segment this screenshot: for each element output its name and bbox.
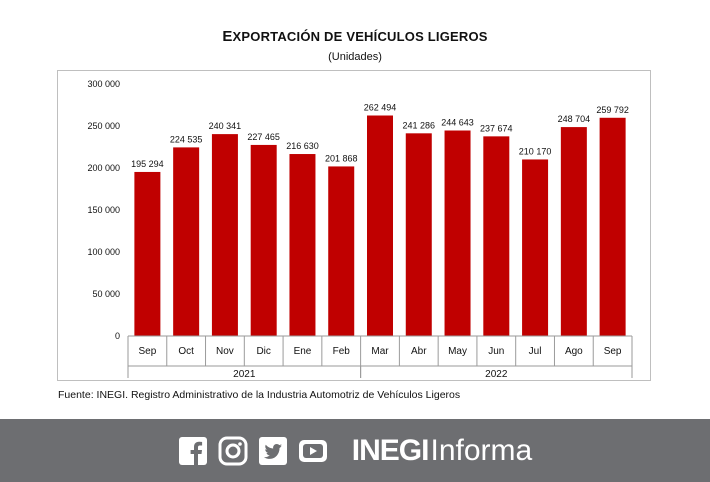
data-label: 216 630 bbox=[286, 141, 319, 151]
bar bbox=[250, 144, 277, 336]
y-tick-label: 200 000 bbox=[87, 163, 120, 173]
bar bbox=[522, 159, 549, 336]
x-tick-label: Abr bbox=[411, 346, 427, 357]
data-label: 262 494 bbox=[364, 103, 397, 113]
source-note: Fuente: INEGI. Registro Administrativo d… bbox=[58, 389, 461, 401]
bar bbox=[173, 147, 200, 336]
bar bbox=[444, 130, 471, 336]
y-tick-label: 0 bbox=[115, 331, 120, 341]
inegi-informa-logo[interactable]: INEGI Informa bbox=[351, 433, 533, 467]
chart-title: EXPORTACIÓN DE VEHÍCULOS LIGEROS bbox=[222, 28, 488, 45]
data-label: 237 674 bbox=[480, 123, 513, 133]
data-label: 248 704 bbox=[558, 114, 591, 124]
data-label: 227 465 bbox=[247, 132, 280, 142]
x-tick-label: Ago bbox=[565, 346, 583, 357]
bar bbox=[211, 134, 238, 336]
y-tick-label: 150 000 bbox=[87, 205, 120, 215]
bar bbox=[483, 136, 510, 336]
x-tick-label: May bbox=[448, 346, 467, 357]
year-label: 2022 bbox=[485, 369, 508, 380]
bar bbox=[134, 171, 161, 336]
x-tick-label: Ene bbox=[294, 346, 312, 357]
footer-bar: INEGI Informa bbox=[0, 419, 710, 482]
y-tick-label: 250 000 bbox=[87, 121, 120, 131]
bar bbox=[405, 133, 432, 336]
youtube-icon[interactable] bbox=[298, 436, 328, 466]
x-tick-label: Nov bbox=[216, 346, 234, 357]
bar-chart: 0 50 000 100 000 150 000 200 000 250 000 300 0… bbox=[87, 79, 633, 380]
bar bbox=[328, 166, 355, 336]
x-tick-label: Jun bbox=[488, 346, 504, 357]
x-tick-label: Feb bbox=[333, 346, 351, 357]
data-label: 201 868 bbox=[325, 153, 358, 163]
bar bbox=[367, 115, 393, 337]
twitter-icon[interactable] bbox=[258, 436, 288, 466]
instagram-icon[interactable] bbox=[218, 436, 248, 466]
y-tick-label: 100 000 bbox=[87, 247, 120, 257]
data-label: 210 170 bbox=[519, 146, 552, 156]
y-tick-label: 50 000 bbox=[92, 289, 120, 299]
bar bbox=[289, 154, 316, 336]
social-links bbox=[178, 436, 328, 466]
bar bbox=[560, 127, 587, 336]
year-label: 2021 bbox=[233, 369, 256, 380]
chart-frame bbox=[57, 70, 651, 381]
x-tick-label: Jul bbox=[529, 346, 542, 357]
y-tick-label: 300 000 bbox=[87, 79, 120, 89]
data-label: 224 535 bbox=[170, 134, 203, 144]
data-label: 259 792 bbox=[596, 105, 629, 115]
data-label: 244 643 bbox=[441, 117, 474, 127]
data-label: 240 341 bbox=[209, 121, 242, 131]
facebook-icon[interactable] bbox=[178, 436, 208, 466]
bar bbox=[599, 117, 626, 336]
x-tick-label: Oct bbox=[178, 346, 194, 357]
x-tick-label: Sep bbox=[138, 346, 156, 357]
x-tick-label: Dic bbox=[256, 346, 270, 357]
x-tick-label: Mar bbox=[371, 346, 389, 357]
data-label: 195 294 bbox=[131, 159, 164, 169]
chart-subtitle: (Unidades) bbox=[328, 51, 382, 63]
data-label: 241 286 bbox=[402, 120, 435, 130]
x-tick-label: Sep bbox=[604, 346, 622, 357]
